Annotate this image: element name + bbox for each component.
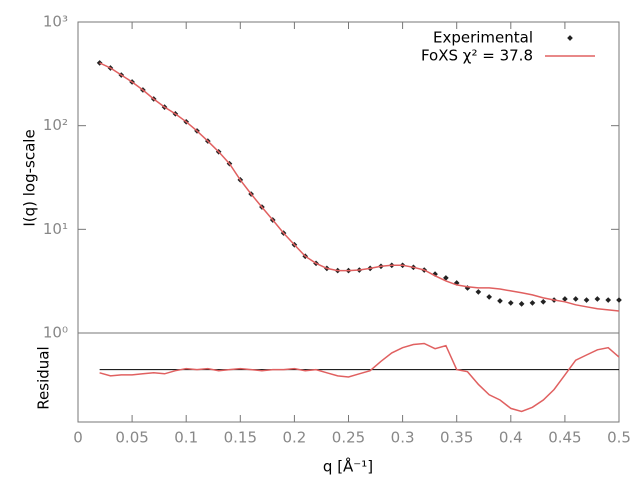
legend-label: FoXS χ² = 37.8 <box>421 47 533 65</box>
x-tick-label: 0.15 <box>224 429 257 447</box>
x-tick-label: 0.4 <box>499 429 523 447</box>
data-point <box>605 297 612 303</box>
legend-label: Experimental <box>433 29 533 47</box>
data-point <box>529 300 536 306</box>
data-point <box>540 298 547 305</box>
residual-line <box>99 342 620 413</box>
data-point <box>443 275 449 281</box>
data-point <box>507 300 514 306</box>
data-point <box>616 297 622 303</box>
y-tick-label: 10⁰ <box>43 324 68 342</box>
legend-marker <box>567 35 573 41</box>
data-point <box>562 296 568 302</box>
data-point <box>583 297 590 303</box>
x-tick-label: 0.2 <box>282 429 306 447</box>
data-point <box>572 296 579 302</box>
x-tick-label: 0.45 <box>548 429 581 447</box>
x-tick-label: 0.05 <box>115 429 148 447</box>
y-tick-label: 10³ <box>43 13 68 31</box>
y-axis-label: I(q) log-scale <box>21 129 39 226</box>
x-tick-label: 0.25 <box>332 429 365 447</box>
y-axis-label: Residual <box>35 346 53 409</box>
y-tick-label: 10¹ <box>43 220 68 238</box>
fit-line <box>99 62 620 312</box>
x-tick-label: 0.5 <box>607 429 631 447</box>
x-tick-label: 0 <box>73 429 83 447</box>
x-tick-label: 0.1 <box>174 429 198 447</box>
data-point <box>475 289 482 295</box>
x-axis-label: q [Å⁻¹] <box>323 457 373 476</box>
data-point <box>594 296 601 302</box>
data-point <box>486 294 492 300</box>
data-point <box>497 298 503 304</box>
data-point <box>518 301 525 307</box>
x-tick-label: 0.3 <box>391 429 415 447</box>
plot-frame <box>77 21 620 334</box>
y-tick-label: 10² <box>43 116 68 134</box>
x-tick-label: 0.35 <box>440 429 473 447</box>
